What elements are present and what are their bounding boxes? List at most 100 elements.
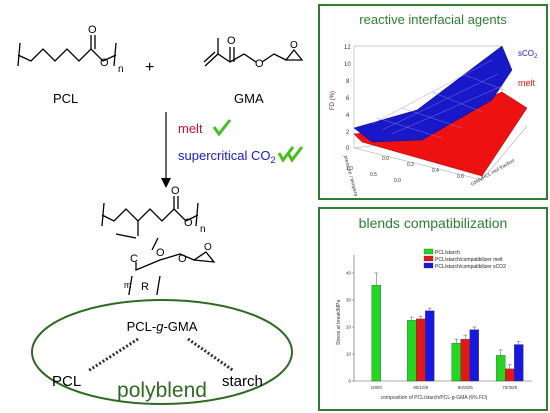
x-tick-label: 80/20/5 — [458, 385, 474, 390]
svg-text:0.0: 0.0 — [382, 156, 389, 162]
bar-x-axis-label: composition of PCL/starch/PCL-g-GMA (6% … — [381, 395, 488, 401]
svg-text:2: 2 — [346, 130, 350, 136]
reactive-agents-title: reactive interfacial agents — [359, 12, 507, 27]
compatibilization-title: blends compatibilization — [358, 215, 508, 231]
product-r: R — [141, 281, 149, 293]
svg-text:12: 12 — [344, 45, 351, 51]
gma-label: GMA — [234, 91, 264, 106]
x-ticks: 0.0 0.2 0.4 0.6 — [382, 156, 464, 180]
gma-structure — [203, 38, 304, 67]
check-icon — [212, 119, 232, 137]
x-tick-label: 100/0 — [371, 385, 383, 390]
legend-label-pcl-starch: PCL/starch — [435, 250, 460, 256]
product-c: C — [130, 253, 138, 265]
product-structure — [101, 196, 216, 295]
error-bar-1-2 — [427, 307, 432, 311]
x-tick-label: 90/10/5 — [413, 385, 429, 390]
error-bar-0-0 — [374, 272, 379, 286]
svg-text:0.5: 0.5 — [370, 172, 377, 178]
legend-swatch-sco2 — [423, 262, 434, 269]
svg-text:10: 10 — [344, 62, 351, 68]
svg-text:1.0: 1.0 — [346, 166, 353, 172]
y-tick-label: 30 — [346, 298, 352, 303]
pcl-ester-o: O — [100, 57, 109, 69]
reactive-agents-panel: reactive interfacial agents 12 10 8 6 4 … — [318, 4, 548, 200]
bar-chart: PCL/starch PCL/starch/compatibilizer mel… — [336, 248, 532, 401]
gma-carbonyl-o: O — [227, 35, 236, 47]
product-o2: O — [156, 247, 165, 259]
legend-label-melt: PCL/starch/compatibilizer melt — [435, 257, 503, 263]
pcl-structure — [17, 35, 117, 67]
gma-ester-o: O — [255, 58, 264, 70]
product-sub-n: n — [200, 224, 206, 235]
bar-2-2 — [469, 329, 479, 382]
error-bar-1-1 — [418, 315, 423, 319]
bar-2-1 — [460, 339, 470, 382]
melt-condition: melt — [178, 121, 203, 136]
surface-plot: 12 10 8 6 4 2 0 FD (%) sCO2 melt 0.0 0.2… — [330, 45, 538, 196]
gma-epoxide-o: O — [290, 40, 298, 51]
pcl-subscript: n — [118, 64, 124, 75]
bar-3-1 — [505, 368, 515, 382]
svg-text:0.4: 0.4 — [432, 168, 439, 174]
z-axis-label: FD (%) — [330, 91, 336, 110]
bar-1-0 — [407, 320, 417, 382]
error-bar-3-0 — [498, 349, 503, 356]
reaction-arrowhead — [161, 178, 171, 188]
scco2-condition: supercritical CO2 — [178, 148, 275, 165]
bar-1-1 — [416, 318, 426, 382]
bar-0-0 — [371, 285, 381, 382]
y-tick-label: 0 — [348, 379, 351, 384]
double-check-icon — [277, 146, 304, 163]
error-bar-3-1 — [507, 364, 512, 369]
y-tick-label: 10 — [346, 352, 352, 357]
y-ticks: 1.0 0.5 0.0 — [346, 166, 401, 184]
polyblend-diagram: PCL-g-GMA PCL starch polyblend — [31, 299, 293, 405]
svg-text:0.2: 0.2 — [407, 162, 414, 168]
bar-2-0 — [451, 343, 461, 382]
svg-text:8: 8 — [346, 79, 350, 85]
svg-text:0.0: 0.0 — [394, 178, 401, 184]
product-epoxide-o: O — [204, 242, 212, 253]
error-bar-2-1 — [463, 334, 468, 340]
z-ticks: 12 10 8 6 4 2 0 — [344, 45, 351, 152]
link-right — [187, 337, 235, 373]
product-ester-o: O — [184, 217, 193, 229]
legend-swatch-melt — [423, 255, 434, 262]
svg-text:4: 4 — [346, 113, 350, 119]
sco2-surface — [353, 45, 513, 143]
product-carbonyl-o: O — [171, 185, 180, 197]
bar-3-0 — [496, 355, 506, 382]
legend-label-sco2: PCL/starch/compatibilizer sCO2 — [435, 264, 506, 270]
error-bar-3-2 — [516, 341, 521, 345]
legend-swatch-pcl-starch — [423, 248, 434, 255]
melt-series-label: melt — [518, 78, 536, 88]
error-bar-1-0 — [409, 316, 414, 321]
pcl-label: PCL — [53, 91, 78, 106]
svg-text:6: 6 — [346, 96, 350, 102]
svg-text:0.6: 0.6 — [457, 174, 464, 180]
bar-3-2 — [514, 344, 524, 382]
y-tick-label: 40 — [346, 271, 352, 276]
sco2-series-label: sCO2 — [518, 49, 538, 60]
blend-pcl-label: PCL — [52, 373, 81, 390]
polyblend-ellipse — [31, 299, 293, 405]
product-o3: O — [178, 253, 187, 265]
link-left — [87, 337, 139, 373]
pcl-g-gma-label: PCL-g-GMA — [127, 319, 198, 334]
surface-mesh — [371, 59, 505, 139]
error-bar-2-2 — [472, 326, 477, 330]
bar-legend: PCL/starch PCL/starch/compatibilizer mel… — [423, 248, 506, 270]
pcl-carbonyl-o: O — [88, 24, 97, 36]
polyblend-title: polyblend — [117, 379, 207, 402]
plus-sign: + — [145, 59, 154, 76]
y-tick-label: 20 — [346, 325, 352, 330]
bar-1-2 — [425, 310, 435, 382]
compatibilization-panel: blends compatibilization PCL/starch PCL/… — [318, 207, 548, 411]
product-sub-m: m — [124, 280, 132, 290]
error-bar-2-0 — [454, 338, 459, 344]
reaction-scheme: O O n PCL + O O O GMA melt supercritical… — [17, 24, 304, 295]
svg-text:0: 0 — [346, 146, 350, 152]
blend-starch-label: starch — [222, 373, 263, 390]
bar-y-axis-label: Stress at break/MPa — [336, 299, 342, 345]
